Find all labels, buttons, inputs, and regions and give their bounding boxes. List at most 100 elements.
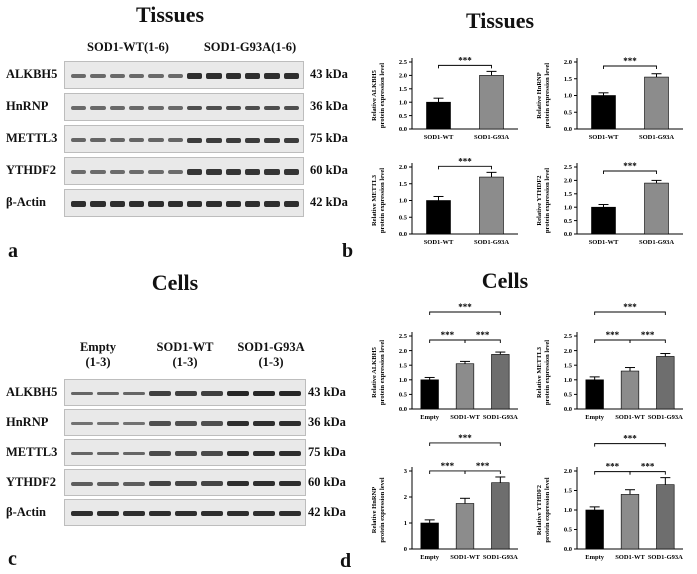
y-axis-label: Relative YTHDF2 (536, 485, 543, 535)
blot-band (175, 510, 197, 517)
x-tick-label: SOD1-G93A (483, 414, 518, 421)
blot-band (264, 73, 280, 79)
significance-bracket (429, 470, 466, 474)
bar (620, 370, 640, 410)
x-tick-label: SOD1-WT (589, 239, 619, 246)
blot-band (175, 481, 197, 486)
blot-band (71, 138, 87, 142)
significance-stars: *** (623, 56, 637, 66)
blot-band (206, 169, 222, 175)
blot-band (90, 138, 106, 142)
panel-c-group-mut-range: (1-3) (258, 355, 284, 369)
y-tick-label: 1.0 (564, 377, 572, 384)
significance-bracket (429, 311, 501, 315)
y-tick-label: 0.0 (399, 231, 407, 238)
blot-kda-c: 75 kDa (308, 444, 346, 459)
y-tick-label: 2.5 (399, 59, 408, 66)
blot-band (109, 106, 125, 110)
significance-bracket (594, 311, 666, 315)
significance-bracket (464, 339, 501, 343)
significance-bracket (629, 471, 666, 475)
blot-band (283, 201, 299, 207)
blot-strip-a (64, 189, 304, 217)
x-tick-label: Empty (420, 554, 440, 561)
blot-band (149, 481, 171, 486)
y-axis-label: Relative ALKBH5 (371, 346, 378, 397)
y-tick-label: 1.5 (564, 362, 573, 369)
blot-band (123, 421, 145, 426)
blot-band (253, 420, 275, 427)
blot-band (245, 169, 261, 175)
x-tick-label: SOD1-WT (615, 554, 645, 561)
y-tick-label: 2.0 (564, 59, 572, 66)
blot-band (109, 201, 125, 207)
blot-band (129, 74, 145, 78)
significance-stars: *** (476, 330, 490, 340)
panel-c-letter: c (8, 548, 17, 570)
blot-band (206, 201, 222, 207)
blot-band (148, 201, 164, 207)
y-tick-label: 1.0 (564, 204, 572, 211)
blot-band (90, 106, 106, 110)
bar (620, 494, 640, 550)
blot-band (187, 137, 203, 143)
blot-band (187, 169, 203, 175)
blot-band (283, 169, 299, 175)
chart-d1: Relative ALKBH5 protein expression level 0… (371, 302, 518, 421)
blot-band (201, 481, 223, 486)
panel-a-title: Tissues (135, 2, 205, 27)
blot-band (167, 106, 183, 110)
significance-stars: *** (441, 330, 455, 340)
panel-d-title: Cells (481, 268, 529, 293)
y-tick-label: 1 (404, 520, 407, 527)
panel-c-group-mut-name: SOD1-G93A (237, 340, 305, 354)
blot-band (167, 170, 183, 174)
y-axis-label: protein expression level (379, 168, 386, 233)
y-tick-label: 0.5 (564, 218, 573, 225)
blot-strip-c (64, 379, 306, 406)
blot-band (90, 74, 106, 78)
blot-band (201, 451, 223, 456)
blot-band (71, 201, 87, 207)
x-tick-label: SOD1-WT (424, 134, 454, 141)
x-tick-label: SOD1-G93A (648, 414, 683, 421)
blot-band (245, 201, 261, 207)
blot-strip-a (64, 125, 304, 153)
x-tick-label: SOD1-G93A (474, 239, 509, 246)
bar (591, 95, 616, 130)
significance-stars: *** (458, 55, 472, 65)
blot-band (149, 421, 171, 426)
significance-stars: *** (606, 462, 620, 472)
significance-bracket (603, 170, 657, 174)
chart-b3: Relative METTL3 protein expression level 0… (371, 156, 518, 246)
blot-band (129, 138, 145, 142)
significance-stars: *** (623, 161, 637, 171)
y-axis-label: Relative ALKBH5 (371, 69, 378, 120)
blot-band (201, 421, 223, 426)
chart-d3: Relative HnRNP protein expression level 0 1… (371, 433, 518, 561)
bar (479, 75, 504, 130)
blot-band (129, 106, 145, 110)
y-tick-label: 2.0 (564, 178, 572, 185)
significance-bracket (438, 165, 492, 170)
blot-band (227, 420, 249, 427)
bar (491, 354, 510, 410)
significance-bracket (594, 471, 631, 475)
blot-label-a: HnRNP (6, 99, 49, 113)
significance-bracket (594, 443, 666, 447)
significance-stars: *** (606, 330, 620, 340)
blot-band (187, 73, 203, 79)
y-tick-label: 2.0 (564, 468, 572, 475)
y-tick-label: 2.5 (399, 333, 408, 340)
blot-band (225, 137, 241, 143)
panel-a-group-mut: SOD1-G93A(1-6) (203, 40, 297, 54)
significance-bracket (429, 442, 501, 446)
y-tick-label: 0 (404, 546, 407, 553)
blot-band (245, 73, 261, 79)
y-tick-label: 2.5 (564, 164, 573, 171)
x-tick-label: Empty (420, 414, 440, 421)
y-axis-label: protein expression level (379, 63, 386, 128)
blot-strip-a (64, 61, 304, 89)
y-tick-label: 1.0 (564, 507, 572, 514)
blot-band (97, 391, 119, 396)
